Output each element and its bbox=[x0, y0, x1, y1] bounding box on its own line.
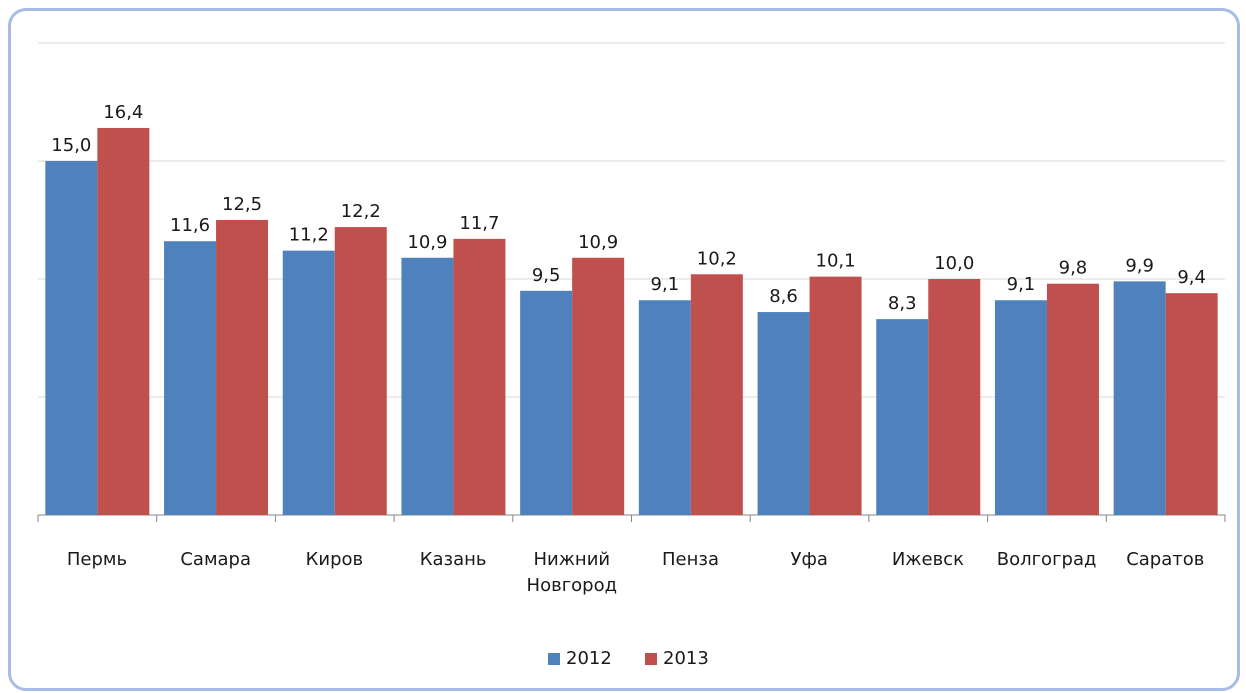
bar bbox=[453, 238, 506, 515]
value-label: 10,0 bbox=[934, 253, 974, 274]
value-label: 11,2 bbox=[289, 225, 329, 246]
value-label: 9,8 bbox=[1059, 258, 1088, 279]
value-label: 12,2 bbox=[341, 201, 381, 222]
x-tick-label: Нижний Новгород bbox=[526, 549, 618, 596]
legend-label: 2013 bbox=[663, 648, 709, 669]
x-tick-label: Волгоград bbox=[996, 549, 1097, 570]
x-tick-label: Уфа bbox=[790, 549, 828, 570]
bar bbox=[690, 274, 743, 515]
bar bbox=[1165, 293, 1218, 515]
bar bbox=[164, 241, 217, 516]
bar bbox=[334, 227, 387, 515]
x-tick-label: Ижевск bbox=[891, 549, 964, 570]
bar bbox=[757, 312, 810, 515]
x-tick-label: Киров bbox=[305, 549, 364, 570]
legend-item: 2013 bbox=[645, 648, 709, 669]
legend-swatch bbox=[645, 652, 657, 665]
value-label: 11,7 bbox=[459, 213, 499, 234]
x-tick-label: Саратов bbox=[1126, 549, 1205, 570]
bar bbox=[638, 300, 691, 515]
bar bbox=[572, 257, 625, 515]
bar bbox=[809, 276, 862, 515]
value-label: 9,1 bbox=[651, 274, 680, 295]
bar bbox=[45, 161, 98, 515]
bar bbox=[994, 300, 1047, 515]
bar bbox=[401, 257, 454, 515]
x-tick-label: Казань bbox=[419, 549, 487, 570]
bar bbox=[97, 127, 150, 516]
bar bbox=[216, 220, 269, 515]
legend-swatch bbox=[548, 652, 560, 665]
value-label: 9,1 bbox=[1007, 274, 1036, 295]
value-label: 9,9 bbox=[1125, 255, 1154, 276]
value-label: 8,3 bbox=[888, 293, 917, 314]
x-tick-label: Пенза bbox=[662, 549, 719, 570]
bar bbox=[928, 279, 981, 515]
value-label: 15,0 bbox=[51, 135, 91, 156]
bar bbox=[282, 250, 335, 515]
x-tick-label: Пермь bbox=[66, 549, 128, 570]
legend-label: 2012 bbox=[566, 648, 612, 669]
value-label: 10,2 bbox=[697, 248, 737, 269]
value-label: 9,5 bbox=[532, 265, 561, 286]
value-label: 11,6 bbox=[170, 215, 210, 236]
bar bbox=[1046, 283, 1099, 515]
x-tick-label: Самара bbox=[180, 549, 252, 570]
value-label: 8,6 bbox=[769, 286, 798, 307]
bar bbox=[520, 290, 573, 515]
value-label: 16,4 bbox=[103, 102, 143, 123]
value-label: 10,9 bbox=[578, 232, 618, 253]
value-label: 10,1 bbox=[816, 251, 856, 272]
bar bbox=[1113, 281, 1166, 515]
value-label: 12,5 bbox=[222, 194, 262, 215]
bar bbox=[876, 319, 929, 515]
value-label: 9,4 bbox=[1177, 267, 1206, 288]
legend-item: 2012 bbox=[548, 648, 612, 669]
value-label: 10,9 bbox=[407, 232, 447, 253]
